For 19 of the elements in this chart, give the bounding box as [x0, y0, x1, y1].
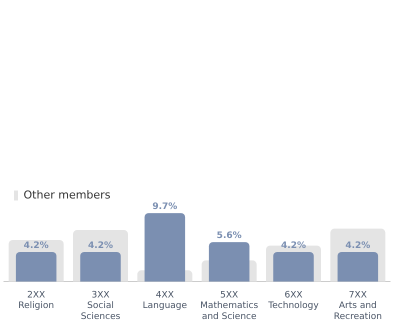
- data-label: 4.2%: [88, 240, 113, 251]
- x-tick-label: 4XX Language: [142, 290, 188, 312]
- bar: [338, 252, 378, 282]
- bar: [80, 252, 121, 282]
- x-tick-label: 7XX Arts and Recreation: [334, 290, 382, 322]
- bar: [273, 252, 314, 282]
- bar: [144, 213, 186, 282]
- x-tick-label: 2XX Religion: [18, 290, 54, 312]
- data-label: 4.2%: [24, 240, 49, 251]
- data-label: 4.2%: [345, 240, 370, 251]
- bar: [208, 242, 250, 282]
- data-label: 9.7%: [152, 202, 178, 212]
- x-tick-label: 3XX Social Sciences: [80, 290, 121, 322]
- data-label: 5.6%: [216, 230, 242, 241]
- bar: [16, 252, 56, 282]
- legend-label: Other members: [24, 188, 111, 202]
- x-tick-label: 5XX Mathematics and Science: [200, 290, 258, 322]
- data-label: 4.2%: [281, 240, 306, 251]
- x-tick-label: 6XX Technology: [267, 290, 320, 312]
